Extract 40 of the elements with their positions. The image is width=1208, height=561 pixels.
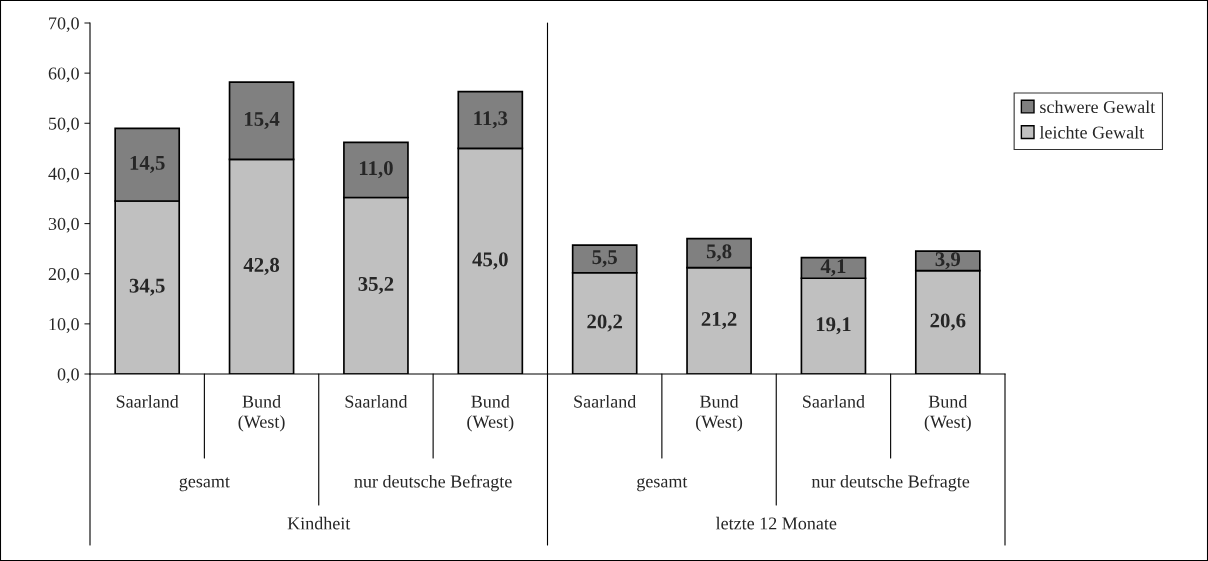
y-tick-label: 70,0 [49,17,79,33]
text: gesamt [637,477,688,492]
data-label: 4,1 [820,259,846,277]
data-label: 5,5 [592,250,617,268]
x-tick-label: Saarland [803,395,865,408]
data-label: 3,9 [935,252,961,270]
text: nur deutsche Befragte [354,474,512,492]
y-tick-label: 40,0 [48,167,79,183]
x-tick-label: Saarland [574,395,637,408]
y-tick-label: 10,0 [49,318,79,333]
data-label: 34,5 [129,278,165,296]
data-label: 19,1 [816,317,851,335]
data-label: 5,8 [706,244,732,262]
data-label: 20,6 [930,313,966,331]
y-tick-label: 50,0 [49,117,79,133]
x-tick-label: Bund (West) [696,395,743,432]
x-tick-label: Saarland [116,395,179,408]
data-label: 11,3 [474,111,508,129]
data-label: 42,8 [243,257,280,275]
text: gesamt [179,477,230,492]
data-label: 14,5 [130,155,165,173]
y-tick-label: 30,0 [48,217,79,233]
x-tick-label: Bund (West) [238,395,285,432]
x-tick-label: Bund (West) [924,395,971,432]
data-label: 35,2 [358,276,394,294]
text: nur deutsche Befragte [811,474,970,492]
data-label: 11,0 [359,161,393,179]
y-tick-label: 20,0 [48,267,79,283]
x-tick-label: Bund (West) [467,395,514,432]
y-tick-label: 0,0 [57,368,79,384]
data-label: 15,4 [245,112,280,130]
y-tick-label: 60,0 [48,67,79,83]
text: Kindheit [287,516,351,530]
text: letzte 12 Monate [715,516,837,530]
data-label: 45,0 [472,252,508,270]
legend-label: schwere Gewalt [1040,100,1156,114]
data-label: 20,2 [587,314,623,332]
legend-label: leichte Gewalt [1039,125,1145,139]
x-tick-label: Saarland [345,395,408,408]
data-label: 21,2 [701,312,737,330]
